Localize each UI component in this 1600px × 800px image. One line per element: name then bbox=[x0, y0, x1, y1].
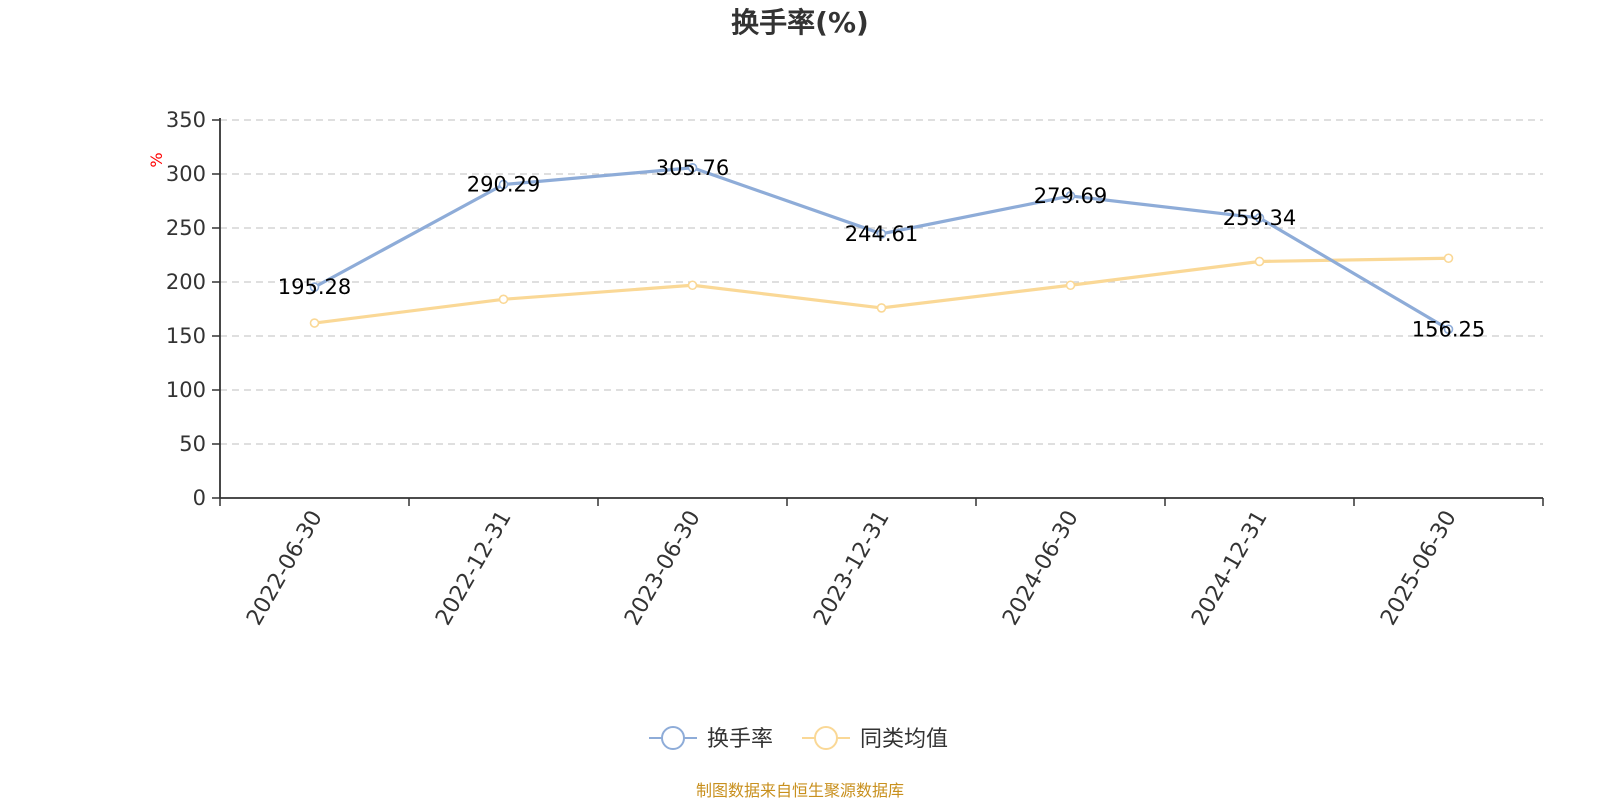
legend-label: 同类均值 bbox=[860, 727, 948, 752]
legend-marker bbox=[661, 726, 685, 750]
data-label: 290.29 bbox=[467, 172, 540, 196]
source-note: 制图数据来自恒生聚源数据库 bbox=[696, 781, 904, 800]
series-point-1 bbox=[498, 294, 509, 305]
series-point-0 bbox=[309, 282, 320, 292]
series-point-1 bbox=[1065, 280, 1076, 291]
data-label: 195.28 bbox=[278, 275, 351, 299]
x-tick-label: 2025-06-30 bbox=[1376, 507, 1462, 630]
y-tick-label: 350 bbox=[166, 108, 206, 132]
series-point-1 bbox=[687, 280, 698, 291]
y-tick-label: 50 bbox=[179, 432, 206, 456]
x-tick-label: 2022-12-31 bbox=[431, 507, 517, 630]
series-point-1 bbox=[876, 303, 887, 313]
data-label: 279.69 bbox=[1034, 184, 1107, 208]
y-tick-label: 100 bbox=[166, 378, 206, 402]
y-axis-unit: % bbox=[147, 152, 166, 167]
chart-title: 换手率(%) bbox=[731, 6, 869, 39]
y-tick-label: 250 bbox=[166, 216, 206, 240]
series-point-0 bbox=[1254, 213, 1265, 223]
legend-label: 换手率 bbox=[707, 727, 773, 752]
legend[interactable]: 换手率 同类均值 bbox=[649, 726, 948, 752]
y-tick-label: 200 bbox=[166, 270, 206, 294]
data-label: 156.25 bbox=[1412, 317, 1485, 341]
y-tick-label: 150 bbox=[166, 324, 206, 348]
x-tick-label: 2023-12-31 bbox=[809, 507, 895, 630]
x-axis-ticks: 2022-06-30 2022-12-31 2023-06-30 2023-12-31… bbox=[219, 498, 1544, 630]
series-layer bbox=[309, 162, 1454, 335]
series-point-1 bbox=[309, 318, 320, 328]
legend-item-1[interactable]: 同类均值 bbox=[802, 726, 948, 752]
grid-lines bbox=[220, 119, 1543, 445]
x-tick-label: 2023-06-30 bbox=[620, 507, 706, 630]
series-point-0 bbox=[876, 229, 887, 239]
y-tick-label: 300 bbox=[166, 162, 206, 186]
series-point-1 bbox=[1254, 256, 1265, 267]
series-point-0 bbox=[1065, 191, 1076, 201]
data-label: 259.34 bbox=[1223, 206, 1296, 230]
series-point-0 bbox=[498, 179, 509, 190]
series-point-1 bbox=[1443, 253, 1454, 264]
series-point-0 bbox=[687, 162, 698, 173]
y-axis-ticks: 0 50 100 150 200 250 300 350 bbox=[166, 108, 220, 510]
legend-item-0[interactable]: 换手率 bbox=[649, 726, 773, 752]
legend-marker bbox=[814, 726, 838, 750]
series-point-0 bbox=[1443, 324, 1454, 335]
series-line-1 bbox=[314, 256, 1449, 325]
x-tick-label: 2022-06-30 bbox=[242, 507, 328, 630]
x-tick-label: 2024-12-31 bbox=[1187, 507, 1273, 630]
data-label: 305.76 bbox=[656, 156, 729, 180]
axes bbox=[219, 118, 1543, 499]
data-label: 244.61 bbox=[845, 222, 918, 246]
y-tick-label: 0 bbox=[193, 486, 206, 510]
x-tick-label: 2024-06-30 bbox=[998, 507, 1084, 630]
data-labels: 195.28 290.29 305.76 244.61 279.69 259.34 156.… bbox=[278, 156, 1485, 341]
